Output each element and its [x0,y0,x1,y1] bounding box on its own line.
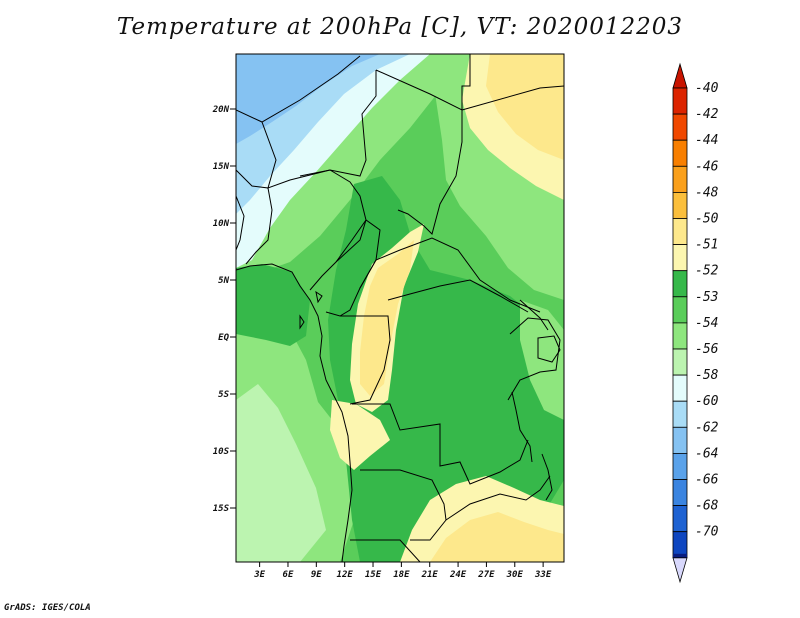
colorbar-label: -56 [695,342,719,357]
lon-label: 15E [365,570,382,580]
colorbar-swatch [672,400,688,428]
lat-label: EQ [218,333,229,343]
field-nw-bluemid [236,54,380,144]
colorbar-label: -53 [695,290,718,305]
border-niger-chad [261,70,377,189]
lat-label: 10N [213,219,230,229]
field-w-coast-dark [236,264,310,346]
border-drc-north [387,279,529,313]
colorbar-label: -66 [695,473,719,488]
gulf-islands [299,290,323,330]
colorbar-swatch [672,244,688,272]
lon-label: 24E [449,570,467,580]
lake-tanganyika [511,391,533,463]
border-uganda [519,299,549,331]
colorbar-swatch [672,348,688,376]
colorbar-swatch [672,322,688,350]
lon-label: 12E [337,570,354,580]
lake-malawi [541,453,553,501]
temperature-field [236,54,564,562]
field-central-ridge [360,240,414,396]
colorbar-swatch [672,270,688,298]
colorbar-label: -64 [695,446,718,461]
colorbar-swatch [672,452,688,480]
west-africa-borders-2 [236,195,245,251]
west-africa-borders [236,169,273,265]
colorbar-labels: -40 -42 -44 -46 -48 -50 -51 -52 -53 -54 -56 -58 -60 -… [695,81,719,540]
latitude-labels: 20N 15N 10N 5N EQ 5S 10S 15S [212,105,230,514]
colorbar-label: -52 [695,264,719,279]
country-borders [236,54,564,562]
border-algeria-libya [236,55,361,123]
border-congo [340,315,391,405]
colorbar-swatch [672,165,688,193]
colorbar-label: -51 [695,238,718,253]
colorbar-swatch [672,113,688,141]
colorbar-swatch [672,218,688,246]
lat-label: 5S [218,390,229,400]
lon-label: 18E [393,570,410,580]
lat-label: 15N [213,162,230,172]
colorbar-swatch [672,139,688,167]
colorbar-label: -70 [695,525,719,540]
colorbar-label: -40 [695,81,719,96]
colorbar-label: -62 [695,420,719,435]
colorbar-swatch [672,87,688,115]
colorbar-swatch [672,296,688,324]
border-drc-south [352,403,529,485]
colorbar-label: -48 [695,185,719,200]
border-east-lakes [507,317,561,401]
border-libya-egypt [375,54,471,111]
lon-label: 33E [534,570,552,580]
colorbar-label: -54 [695,316,718,331]
lat-label: 5N [218,276,229,286]
colorbar-label: -42 [695,107,719,122]
colorbar-swatch [672,426,688,454]
lon-label: 21E [421,570,439,580]
lon-label: 30E [506,570,524,580]
colorbar-label: -60 [695,394,719,409]
border-zambia [445,475,551,521]
border-chad-sudan [397,110,463,235]
map-frame [235,53,565,563]
field-sw-paler [236,384,326,562]
lon-label: 3E [253,570,265,580]
border-car [359,237,541,313]
field-se-yellow [430,512,564,562]
lat-label: 20N [212,105,230,115]
grads-credit: GrADS: IGES/COLA [4,603,91,613]
colorbar-bottom-arrow [672,557,688,584]
border-namibia [350,539,421,562]
colorbar-swatch [672,505,688,533]
axis-ticks [230,108,544,567]
lon-label: 27E [477,570,495,580]
colorbar-swatch [672,191,688,219]
lat-label: 15S [213,504,230,514]
chart-title: Temperature at 200hPa [C], VT: 202001220… [116,14,684,40]
colorbar-label: -46 [695,159,719,174]
field-ne-yellow [486,54,564,160]
colorbar-swatch [672,479,688,507]
field-angola-ridge [330,400,390,470]
lon-label: 6E [283,570,294,580]
coastline-west [236,263,353,562]
field-e-patch [520,300,564,420]
border-angola-zambia [360,469,447,541]
colorbar-label: -44 [695,133,718,148]
colorbar-bottom-band [673,553,687,558]
border-sudan-east [461,85,564,111]
lon-label: 9E [311,570,322,580]
colorbar-label: -68 [695,499,719,514]
longitude-labels: 3E 6E 9E 12E 15E 18E 21E 24E 27E 30E 33E [253,570,552,580]
colorbar-swatch [672,374,688,402]
colorbar [672,62,688,584]
lat-label: 10S [213,447,230,457]
colorbar-label: -50 [695,212,719,227]
colorbar-label: -58 [695,368,719,383]
lake-victoria [537,335,561,363]
colorbar-top-arrow [672,62,688,89]
